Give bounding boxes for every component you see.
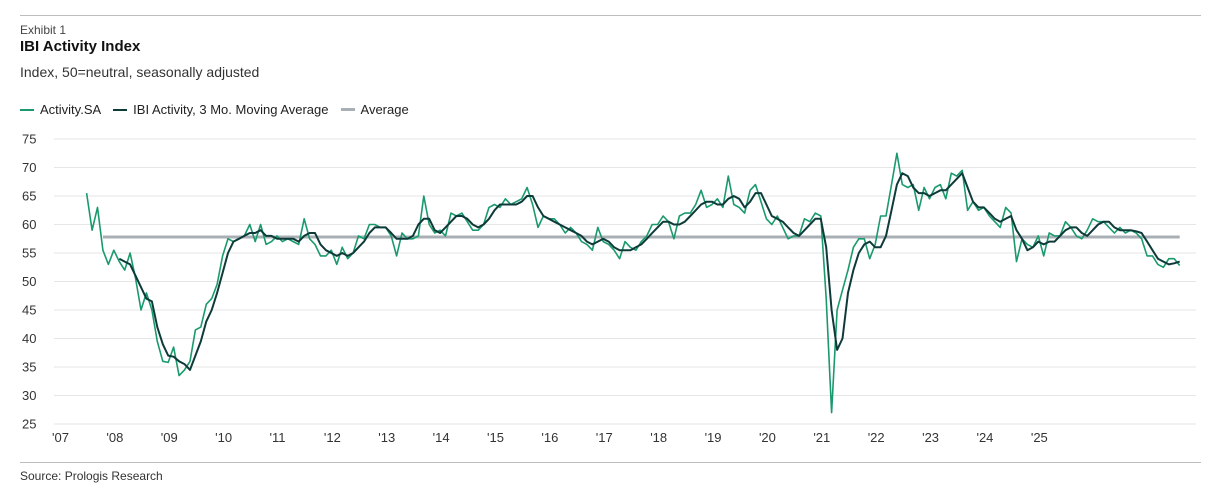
legend-swatch-moving-average [113, 108, 128, 111]
x-tick-label: '17 [596, 430, 613, 445]
x-tick-label: '20 [759, 430, 776, 445]
x-tick-label: '13 [378, 430, 395, 445]
legend-label-moving-average: IBI Activity, 3 Mo. Moving Average [133, 102, 329, 117]
gridlines [54, 138, 1196, 425]
x-tick-label: '16 [541, 430, 558, 445]
x-tick-label: '25 [1031, 430, 1048, 445]
x-tick-label: '10 [215, 430, 232, 445]
x-tick-label: '24 [976, 430, 993, 445]
legend-item-average: Average [340, 102, 409, 117]
y-tick-label: 75 [22, 132, 36, 147]
legend-label-average: Average [360, 102, 409, 117]
legend-swatch-activity [20, 108, 34, 111]
x-tick-label: '11 [270, 430, 286, 445]
x-tick-label: '22 [868, 430, 885, 445]
legend-item-activity: Activity.SA [20, 102, 101, 117]
x-tick-label: '12 [324, 430, 341, 445]
chart-title: IBI Activity Index [20, 38, 141, 55]
legend-item-moving-average: IBI Activity, 3 Mo. Moving Average [113, 102, 329, 117]
y-tick-label: 25 [22, 417, 36, 432]
legend-swatch-average [340, 108, 355, 111]
top-rule [20, 15, 1201, 16]
y-tick-label: 70 [22, 160, 36, 175]
x-tick-label: '08 [106, 430, 123, 445]
chart-subtitle: Index, 50=neutral, seasonally adjusted [20, 64, 260, 80]
legend: Activity.SA IBI Activity, 3 Mo. Moving A… [20, 102, 409, 117]
source-note: Source: Prologis Research [20, 469, 163, 483]
series-lines [85, 152, 1181, 414]
x-tick-label: '19 [705, 430, 722, 445]
exhibit-label: Exhibit 1 [20, 23, 67, 37]
legend-label-activity: Activity.SA [40, 102, 102, 117]
x-tick-label: '07 [52, 430, 69, 445]
series-line-moving-average [118, 172, 1180, 371]
x-tick-label: '09 [161, 430, 178, 445]
x-tick-label: '18 [650, 430, 667, 445]
y-tick-label: 40 [22, 331, 36, 346]
y-tick-label: 30 [22, 388, 36, 403]
series-line-activity-sa [85, 152, 1181, 414]
y-tick-label: 45 [22, 303, 36, 318]
bottom-rule [20, 462, 1201, 463]
x-axis-ticks: '07 '08 '09 '10 '11 '12 '13 '14 '15 '16 '17 '18 '19 '… [52, 430, 1048, 445]
x-tick-label: '23 [922, 430, 939, 445]
x-tick-label: '15 [487, 430, 504, 445]
line-chart: 25 30 35 40 45 50 55 60 65 70 75 '07 '08 '09 '10 '11 '1… [22, 132, 1196, 445]
y-tick-label: 55 [22, 246, 36, 261]
x-tick-label: '14 [433, 430, 450, 445]
y-tick-label: 60 [22, 217, 36, 232]
x-tick-label: '21 [813, 430, 830, 445]
y-tick-label: 50 [22, 274, 36, 289]
y-axis-ticks: 25 30 35 40 45 50 55 60 65 70 75 [22, 132, 36, 432]
y-tick-label: 65 [22, 189, 36, 204]
y-tick-label: 35 [22, 360, 36, 375]
